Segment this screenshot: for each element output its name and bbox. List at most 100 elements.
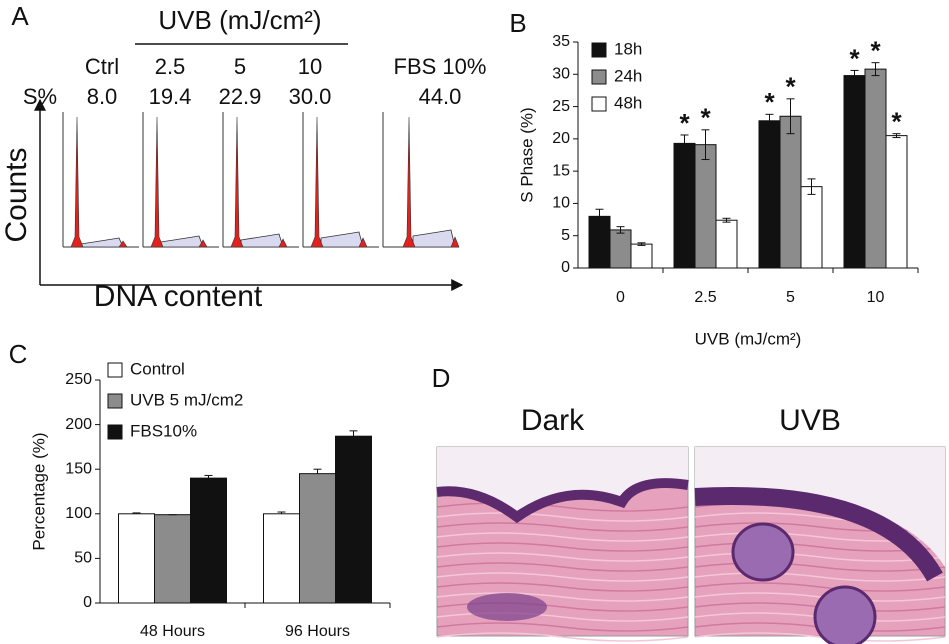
- error-bar: [277, 511, 286, 514]
- collagen: [694, 592, 946, 602]
- image-caption: UVB: [779, 404, 841, 437]
- y-tick-label: 0: [83, 594, 92, 611]
- hist-s-phase: [240, 233, 284, 248]
- y-axis-label: Counts: [0, 147, 33, 242]
- collagen: [694, 632, 946, 642]
- bar: [800, 186, 823, 269]
- legend-label: Control: [130, 359, 185, 378]
- bar: [118, 513, 155, 604]
- legend-label: 24h: [614, 66, 642, 85]
- hist-g2-peak: [278, 238, 288, 248]
- significance-marker: *: [679, 108, 690, 138]
- value-label: 8.0: [87, 84, 118, 109]
- collagen: [436, 592, 689, 602]
- x-tick-label: 2.5: [694, 289, 716, 306]
- hist-g2-peak: [198, 239, 208, 248]
- hist-peak: [230, 116, 244, 248]
- error-bar: [892, 133, 901, 139]
- category-label: 5: [234, 54, 246, 79]
- infiltrate: [467, 593, 547, 621]
- error-bar: [701, 129, 710, 161]
- collagen: [436, 502, 689, 512]
- collagen: [436, 562, 689, 572]
- chart-title: UVB (mJ/cm²): [158, 5, 321, 35]
- hist-peak: [150, 116, 164, 248]
- bar: [694, 144, 717, 269]
- collagen: [436, 572, 689, 582]
- bar: [885, 135, 908, 269]
- bar: [609, 229, 632, 269]
- collagen: [436, 552, 689, 562]
- error-bar: [786, 98, 795, 135]
- histogram: [62, 112, 139, 248]
- significance-marker: *: [700, 103, 711, 133]
- error-bar: [807, 178, 816, 195]
- error-bar: [680, 134, 689, 153]
- bar: [190, 477, 227, 604]
- error-bar: [595, 208, 604, 224]
- error-bar: [871, 62, 880, 77]
- value-label: 22.9: [219, 84, 262, 109]
- value-label: 30.0: [289, 84, 332, 109]
- category-label: 2.5: [155, 54, 186, 79]
- collagen: [436, 522, 689, 532]
- y-tick-label: 0: [561, 259, 570, 276]
- bar: [864, 68, 887, 269]
- legend-swatch: [591, 69, 607, 85]
- histogram: [382, 112, 460, 248]
- hist-s-phase: [80, 237, 124, 248]
- y-tick-label: 200: [65, 416, 92, 433]
- significance-marker: *: [764, 87, 775, 117]
- y-tick-label: 50: [74, 550, 92, 567]
- value-label: 44.0: [419, 84, 462, 109]
- panel-label: B: [509, 8, 526, 38]
- y-tick-label: 20: [552, 130, 570, 147]
- y-tick-label: 150: [65, 460, 92, 477]
- error-bar: [765, 113, 774, 128]
- error-bar: [850, 69, 859, 82]
- y-axis-label: Percentage (%): [29, 432, 48, 550]
- y-tick-label: 25: [552, 98, 570, 115]
- bar: [758, 120, 781, 269]
- collagen: [694, 582, 946, 592]
- error-bar: [204, 474, 213, 479]
- error-bar: [349, 430, 358, 437]
- legend-label: 48h: [614, 93, 642, 112]
- hist-s-phase: [412, 229, 456, 248]
- x-tick-label: 10: [867, 289, 885, 306]
- y-tick-label: 35: [552, 33, 570, 50]
- legend-label: FBS10%: [130, 421, 197, 440]
- category-label: Ctrl: [85, 54, 119, 79]
- hist-g2-peak: [358, 237, 368, 248]
- panel-label: C: [9, 339, 28, 369]
- legend-swatch: [107, 362, 123, 378]
- value-label: 19.4: [149, 84, 192, 109]
- legend-label: 18h: [614, 39, 642, 58]
- histogram: [142, 112, 219, 248]
- y-axis-label: S Phase (%): [517, 107, 536, 202]
- bar: [335, 435, 372, 604]
- histology-image: [694, 446, 946, 644]
- significance-marker: *: [870, 36, 881, 66]
- hist-s-phase: [160, 235, 204, 248]
- y-tick-label: 5: [561, 227, 570, 244]
- significance-marker: *: [891, 107, 902, 137]
- histogram: [302, 112, 379, 248]
- collagen: [694, 572, 946, 582]
- legend-swatch: [591, 96, 607, 112]
- bar: [715, 219, 738, 269]
- collagen: [436, 512, 689, 522]
- error-bar: [132, 512, 141, 514]
- legend-swatch: [591, 42, 607, 58]
- collagen: [436, 632, 689, 642]
- collagen: [694, 522, 946, 532]
- panel-label: A: [11, 1, 29, 31]
- bar: [263, 513, 300, 604]
- hist-g2-peak: [118, 240, 128, 248]
- legend-swatch: [107, 424, 123, 440]
- y-tick-label: 30: [552, 66, 570, 83]
- significance-marker: *: [785, 72, 796, 102]
- histology-image: [436, 446, 689, 642]
- error-bar: [616, 226, 625, 234]
